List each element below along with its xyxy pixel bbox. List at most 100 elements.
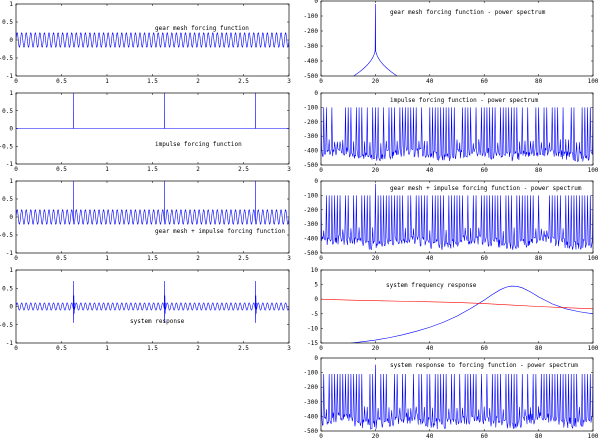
y-tick-label: 0.5	[2, 19, 13, 26]
y-tick-label: -200	[304, 28, 319, 35]
subplot-title: impulse forcing function	[155, 141, 242, 148]
axes-frame	[15, 92, 290, 165]
x-tick-label: 20	[372, 433, 380, 440]
x-tick-label: 100	[588, 255, 599, 262]
x-tick-label: 1.5	[147, 345, 158, 352]
subplot-title: system frequency response	[386, 282, 477, 289]
y-tick-label: -400	[304, 58, 319, 65]
subplot-title: system response to forcing function - po…	[390, 362, 578, 369]
y-tick-label: 0	[314, 90, 318, 97]
y-tick-label: 1	[9, 90, 13, 97]
subplot-r3: 0 20 40 60 80 100 -500 -400 -300 -200 -100 0 gear me…	[304, 178, 599, 262]
x-tick-label: 60	[481, 167, 489, 174]
x-tick-label: 60	[481, 433, 489, 440]
y-tick-label: -1	[6, 250, 14, 257]
x-tick-label: 2.5	[238, 78, 249, 85]
y-tick-label: -300	[304, 133, 319, 140]
y-tick-label: -0.5	[0, 322, 13, 329]
series-line-r4-0	[350, 285, 593, 343]
y-tick-label: -10	[307, 325, 318, 332]
x-tick-label: 1	[105, 255, 109, 262]
y-tick-label: 0	[314, 0, 318, 5]
x-tick-label: 0	[319, 255, 323, 262]
y-tick-label: -100	[304, 192, 319, 199]
y-tick-label: -1	[6, 340, 14, 347]
x-tick-label: 2.5	[238, 255, 249, 262]
series-line-r1-0	[353, 3, 398, 76]
subplot-title: impulse forcing function - power spectru…	[390, 97, 538, 104]
x-tick-label: 60	[481, 255, 489, 262]
x-tick-label: 100	[588, 345, 599, 352]
x-tick-label: 80	[535, 167, 543, 174]
axes-frame	[320, 180, 594, 254]
x-tick-label: 0	[14, 345, 18, 352]
y-tick-label: 0	[314, 355, 318, 362]
x-tick-label: 2.5	[238, 166, 249, 173]
x-tick-label: 0.5	[56, 166, 67, 173]
x-tick-label: 0.5	[56, 78, 67, 85]
y-tick-label: 0	[314, 178, 318, 185]
y-tick-label: -200	[304, 384, 319, 391]
subplot-l2: 0 0.5 1 1.5 2 2.5 3 -1 -0.5 0 0.5 1 impulse forcing …	[0, 90, 291, 173]
subplot-title: gear mesh + impulse forcing function	[155, 228, 285, 235]
y-tick-label: -200	[304, 207, 319, 214]
series-line-l4-0	[16, 280, 289, 323]
x-tick-label: 100	[588, 78, 599, 85]
axes-frame	[320, 269, 594, 344]
y-tick-label: -0.5	[0, 55, 13, 62]
y-tick-label: -100	[304, 370, 319, 377]
axes-frame	[15, 3, 290, 77]
y-tick-label: 1	[9, 178, 13, 185]
x-tick-label: 0	[319, 167, 323, 174]
x-tick-label: 0	[14, 166, 18, 173]
y-tick-label: -400	[304, 413, 319, 420]
y-tick-label: 1	[9, 1, 13, 8]
y-tick-label: 0.5	[2, 285, 13, 292]
axes-frame	[320, 0, 594, 77]
x-tick-label: 60	[481, 345, 489, 352]
x-tick-label: 60	[481, 78, 489, 85]
subplot-title: system response	[130, 318, 185, 325]
y-tick-label: -300	[304, 399, 319, 406]
y-tick-label: -300	[304, 43, 319, 50]
x-tick-label: 0	[14, 78, 18, 85]
y-tick-label: 5	[314, 282, 318, 289]
series-line-l3-0	[16, 181, 289, 225]
x-tick-label: 80	[535, 255, 543, 262]
y-tick-label: -5	[311, 311, 319, 318]
x-tick-label: 0	[319, 433, 323, 440]
series-line-l1-0	[16, 32, 289, 48]
y-tick-label: 0.5	[2, 196, 13, 203]
y-tick-label: -200	[304, 119, 319, 126]
y-tick-label: -15	[307, 340, 318, 347]
y-tick-label: -100	[304, 13, 319, 20]
series-line-r3-0	[321, 183, 593, 250]
axes-frame	[15, 180, 290, 254]
x-tick-label: 0	[14, 255, 18, 262]
y-tick-label: 10	[311, 267, 319, 274]
subplot-title: gear mesh forcing function - power spect…	[390, 9, 546, 16]
x-tick-label: 20	[372, 167, 380, 174]
x-tick-label: 40	[426, 167, 434, 174]
x-tick-label: 100	[588, 167, 599, 174]
x-tick-label: 3	[287, 345, 291, 352]
series-line-r4-1	[321, 298, 593, 310]
y-tick-label: -500	[304, 73, 319, 80]
x-tick-label: 40	[426, 345, 434, 352]
y-tick-label: -1	[6, 73, 14, 80]
subplot-r5: 0 20 40 60 80 100 -500 -400 -300 -200 -100 0 system …	[304, 355, 599, 440]
x-tick-label: 0.5	[56, 255, 67, 262]
x-tick-label: 3	[287, 166, 291, 173]
subplot-l3: 0 0.5 1 1.5 2 2.5 3 -1 -0.5 0 0.5 1 gear mesh + impu…	[0, 178, 291, 262]
x-tick-label: 1.5	[147, 166, 158, 173]
subplot-r1: 0 20 40 60 80 100 -500 -400 -300 -200 -100 0 gear me…	[304, 0, 599, 85]
y-tick-label: -0.5	[0, 143, 13, 150]
y-tick-label: 1	[9, 267, 13, 274]
x-tick-label: 40	[426, 433, 434, 440]
subplot-r4: 0 20 40 60 80 100 -15 -10 -5 0 5 10 system frequency…	[307, 267, 599, 352]
subplot-title: gear mesh + impulse forcing function - p…	[390, 185, 582, 192]
x-tick-label: 80	[535, 345, 543, 352]
x-tick-label: 80	[535, 433, 543, 440]
y-tick-label: 0	[9, 214, 13, 221]
